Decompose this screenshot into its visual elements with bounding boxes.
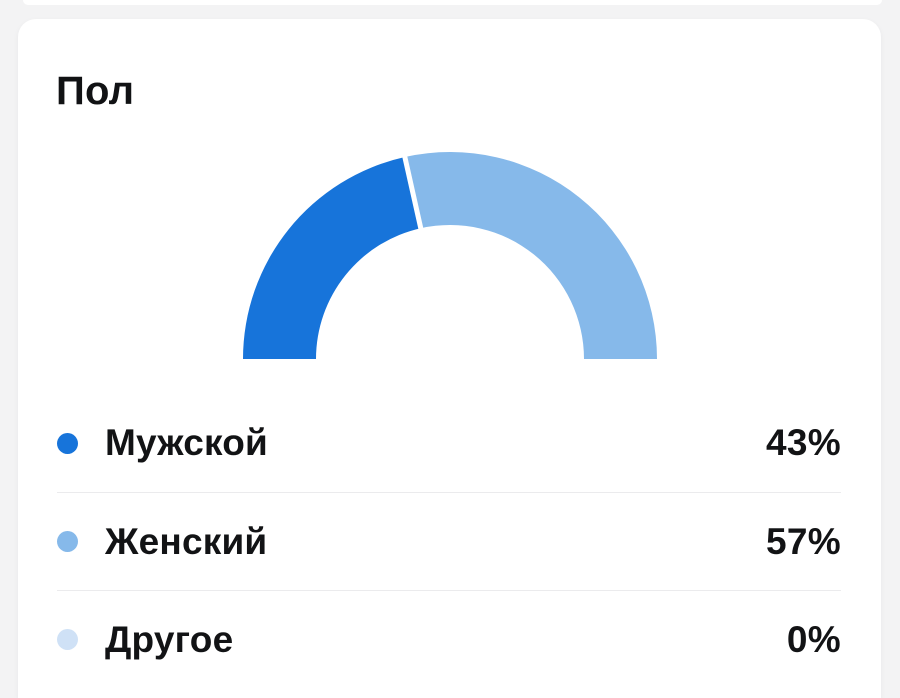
gender-stats-card: Пол Мужской 43% Женский 57% Другое 0% xyxy=(18,19,881,698)
legend-value: 57% xyxy=(766,520,841,562)
gender-half-donut-chart xyxy=(235,150,665,364)
legend-label: Мужской xyxy=(105,422,268,463)
previous-card-bottom-edge xyxy=(23,0,882,5)
female-bullet-icon xyxy=(57,531,78,552)
half-donut-gauge-svg xyxy=(243,152,657,359)
page-title: Пол xyxy=(56,69,135,113)
legend-list: Мужской 43% Женский 57% Другое 0% xyxy=(57,394,841,688)
other-bullet-icon xyxy=(57,629,78,650)
legend-label: Женский xyxy=(105,520,268,562)
legend-row-other: Другое 0% xyxy=(57,590,841,688)
legend-value: 43% xyxy=(766,422,841,463)
legend-value: 0% xyxy=(786,618,841,660)
legend-row-female: Женский 57% xyxy=(57,492,841,590)
male-bullet-icon xyxy=(57,432,78,454)
legend-row-male: Мужской 43% xyxy=(57,394,841,492)
legend-label: Другое xyxy=(105,618,234,660)
